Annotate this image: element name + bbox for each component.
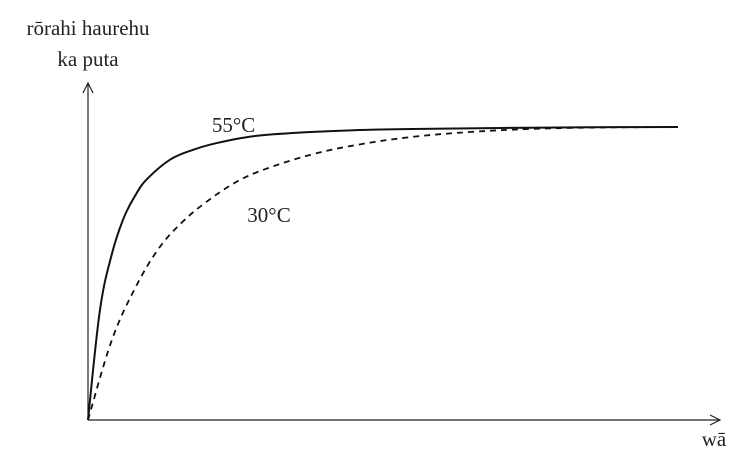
y-axis-label-line-2: ka puta — [57, 47, 119, 71]
series-30c-line — [87, 126, 679, 421]
x-axis-arrow — [709, 414, 722, 426]
y-axis-arrow — [82, 81, 94, 94]
annotation-55c: 55°C — [212, 113, 255, 137]
y-axis-label-line-1: rōrahi haurehu — [26, 16, 150, 40]
series-55c-line — [87, 125, 679, 421]
annotation-30c: 30°C — [247, 203, 290, 227]
x-axis-label: wā — [702, 427, 727, 450]
